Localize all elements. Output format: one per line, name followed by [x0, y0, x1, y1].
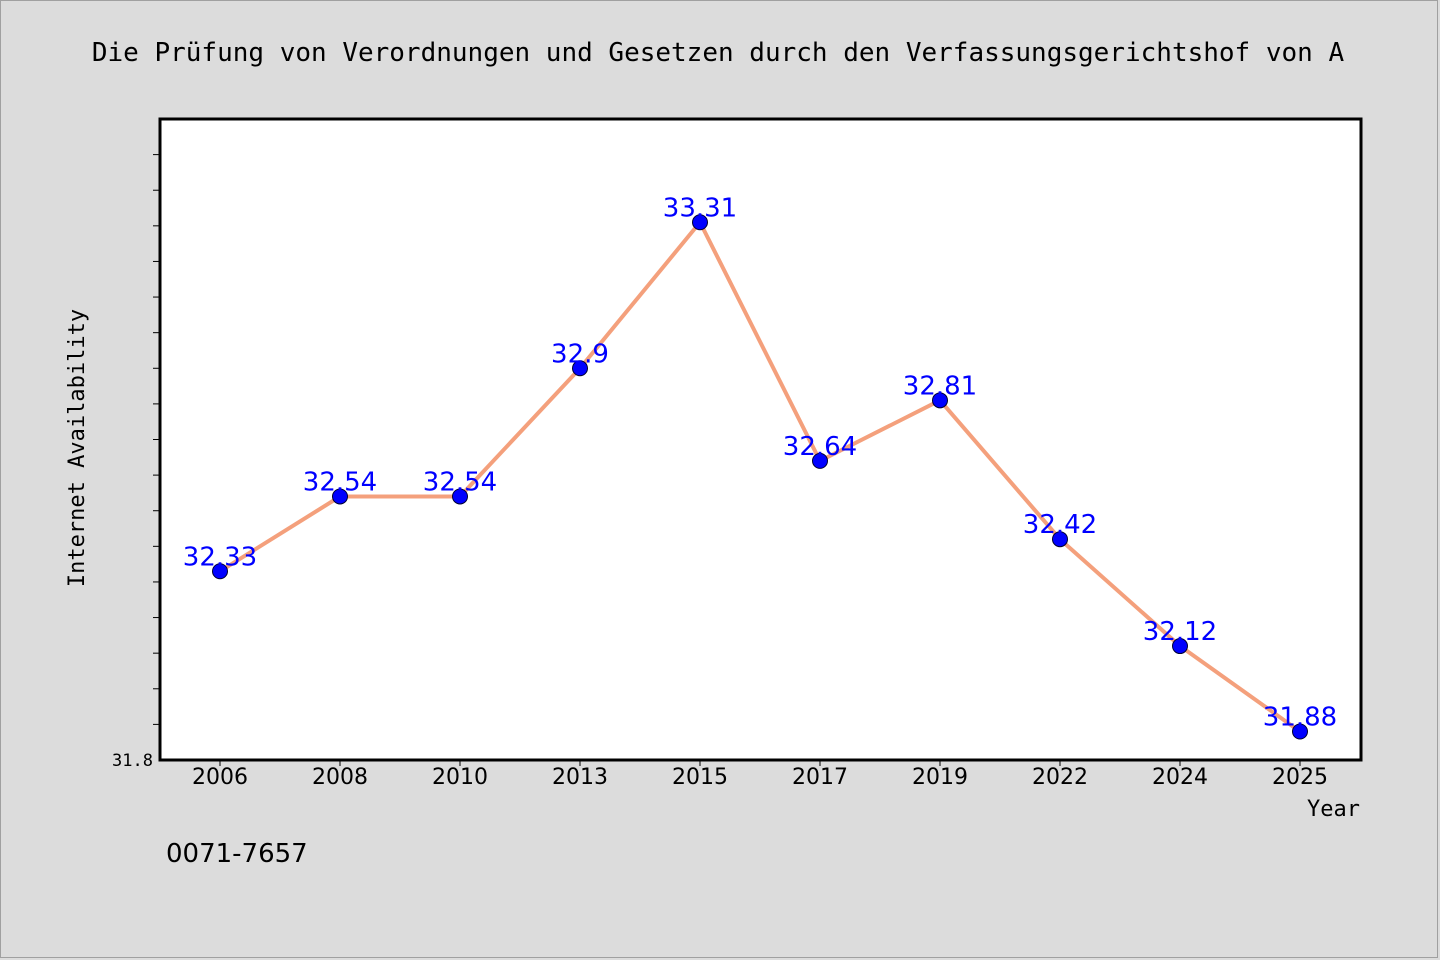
- data-point: [1172, 638, 1188, 655]
- x-tick-label: 2015: [672, 765, 728, 790]
- data-point: [212, 563, 228, 580]
- data-label: 32.64: [783, 432, 857, 462]
- data-label: 32.9: [551, 339, 609, 369]
- data-point: [812, 452, 828, 469]
- x-tick-label: 2010: [432, 765, 488, 790]
- data-label: 32.54: [303, 467, 377, 497]
- data-point: [332, 488, 348, 505]
- y-axis-ticks: [153, 154, 160, 725]
- x-axis-ticks: [219, 760, 1301, 766]
- data-point: [452, 488, 468, 505]
- data-point: [1292, 723, 1308, 740]
- data-label: 33.31: [663, 193, 737, 223]
- data-labels: 32.33 32.54 32.54 32.9 33.31 32.64 32.81 32.42 3…: [183, 193, 1337, 732]
- data-label: 32.12: [1143, 617, 1217, 647]
- x-tick-label: 2017: [792, 765, 848, 790]
- data-label: 32.42: [1023, 510, 1097, 540]
- data-point: [692, 214, 708, 231]
- x-tick-label: 2025: [1272, 765, 1328, 790]
- data-point: [1052, 531, 1068, 548]
- data-point: [572, 360, 588, 377]
- caption-code: 0071-7657: [166, 839, 308, 869]
- data-label: 31.88: [1263, 703, 1337, 733]
- plot-area: [158, 117, 1363, 762]
- x-axis-tick-labels: 2006 2008 2010 2013 2015 2017 2019 2022 2024 2025: [192, 765, 1328, 790]
- y-axis-min-label: 31.8: [112, 751, 153, 771]
- x-tick-label: 2013: [552, 765, 608, 790]
- data-label: 32.81: [903, 371, 977, 401]
- data-point: [932, 392, 948, 409]
- x-tick-label: 2006: [192, 765, 248, 790]
- chart-title: Die Prüfung von Verordnungen und Gesetze…: [92, 38, 1345, 68]
- x-tick-label: 2008: [312, 765, 368, 790]
- data-label: 32.33: [183, 542, 257, 572]
- series-line: [218, 220, 1302, 734]
- data-label: 32.54: [423, 467, 497, 497]
- y-axis-label: Internet Availability: [65, 309, 90, 587]
- x-axis-label: Year: [1307, 797, 1360, 822]
- series-markers: [212, 214, 1308, 740]
- x-tick-label: 2022: [1032, 765, 1088, 790]
- x-tick-label: 2019: [912, 765, 968, 790]
- x-tick-label: 2024: [1152, 765, 1208, 790]
